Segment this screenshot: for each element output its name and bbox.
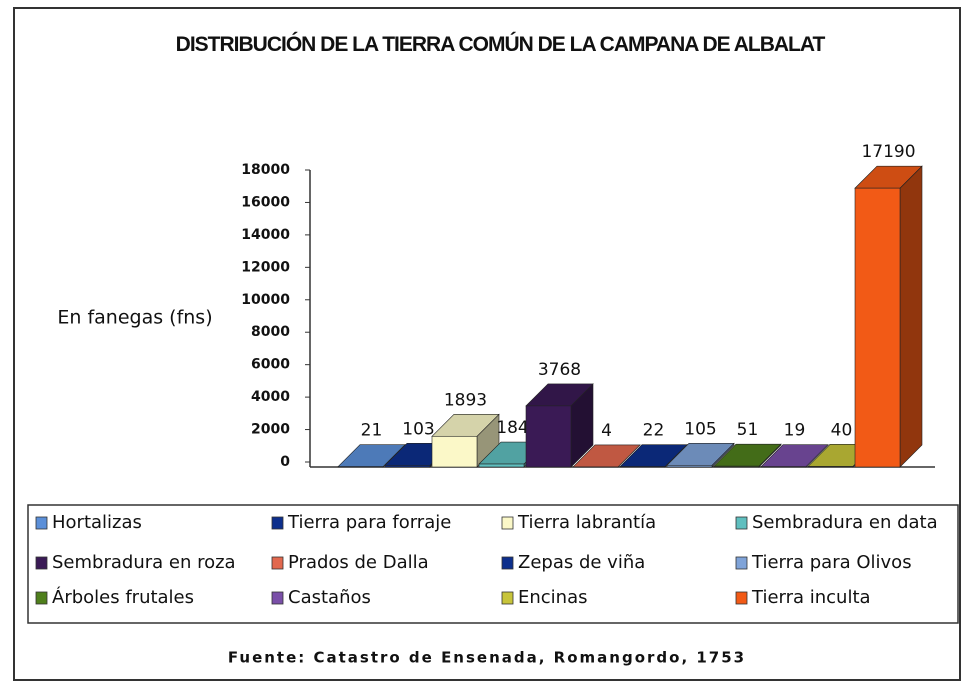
legend-swatch [502,517,513,529]
data-label: 1893 [444,390,487,410]
legend-swatch [736,517,747,529]
legend-swatch [502,557,513,569]
y-tick-label: 14000 [241,227,290,243]
y-tick-label: 2000 [251,422,290,438]
bar-front [385,465,430,467]
legend-swatch [272,592,283,604]
y-tick-label: 10000 [241,292,290,308]
legend-label: Tierra labrantía [517,512,656,533]
legend-swatch [36,517,47,529]
bar-front [432,436,477,467]
legend-swatch [272,517,283,529]
legend-label: Tierra para forraje [287,512,451,533]
legend-label: Sembradura en roza [52,552,236,573]
y-tick-label: 0 [280,454,290,470]
bar-front [855,188,900,467]
source: Fuente: Catastro de Ensenada, Romangordo… [228,649,746,667]
data-label: 103 [402,419,434,439]
data-label: 4 [601,421,612,441]
data-label: 19 [784,421,806,441]
legend-swatch [272,557,283,569]
y-tick-label: 16000 [241,194,290,210]
y-tick-label: 12000 [241,259,290,275]
legend-label: Sembradura en data [752,512,938,533]
data-label: 184 [496,418,528,438]
bar [526,384,593,467]
data-label: 105 [684,419,716,439]
bar-front [479,464,524,467]
legend-label: Prados de Dalla [288,552,429,573]
data-label: 3768 [538,360,581,380]
frame [14,8,960,680]
legend-label: Tierra inculta [751,587,871,608]
title-box: DISTRIBUCIÓN DE LA TIERRA COMÚN DE LA CA… [150,30,850,100]
bar-front [526,406,571,467]
data-label: 51 [737,420,759,440]
data-label: 17190 [861,142,915,162]
y-axis-label: En fanegas (fns) [57,307,212,329]
legend-label: Árboles frutales [52,586,194,608]
bar-front [714,466,759,467]
legend-label: Castaños [288,587,371,608]
bar-side [900,166,922,467]
data-label: 21 [361,421,383,441]
data-label: 22 [643,421,665,441]
legend-label: Zepas de viña [518,552,645,573]
legend-label: Tierra para Olivos [751,552,912,573]
legend-swatch [736,592,747,604]
bar-front [667,465,712,467]
bar [855,166,922,467]
y-tick-label: 4000 [251,389,290,405]
legend-swatch [736,557,747,569]
data-label: 40 [831,420,853,440]
y-tick-label: 18000 [241,162,290,178]
legend-label: Encinas [518,587,588,608]
y-tick-label: 6000 [251,357,290,373]
y-tick-label: 8000 [251,324,290,340]
bar-front [808,466,853,467]
chart-title: DISTRIBUCIÓN DE LA TIERRA COMÚN DE LA CA… [150,30,850,60]
legend-swatch [36,592,47,604]
legend-label: Hortalizas [52,512,142,533]
legend-swatch [502,592,513,604]
legend-swatch [36,557,47,569]
